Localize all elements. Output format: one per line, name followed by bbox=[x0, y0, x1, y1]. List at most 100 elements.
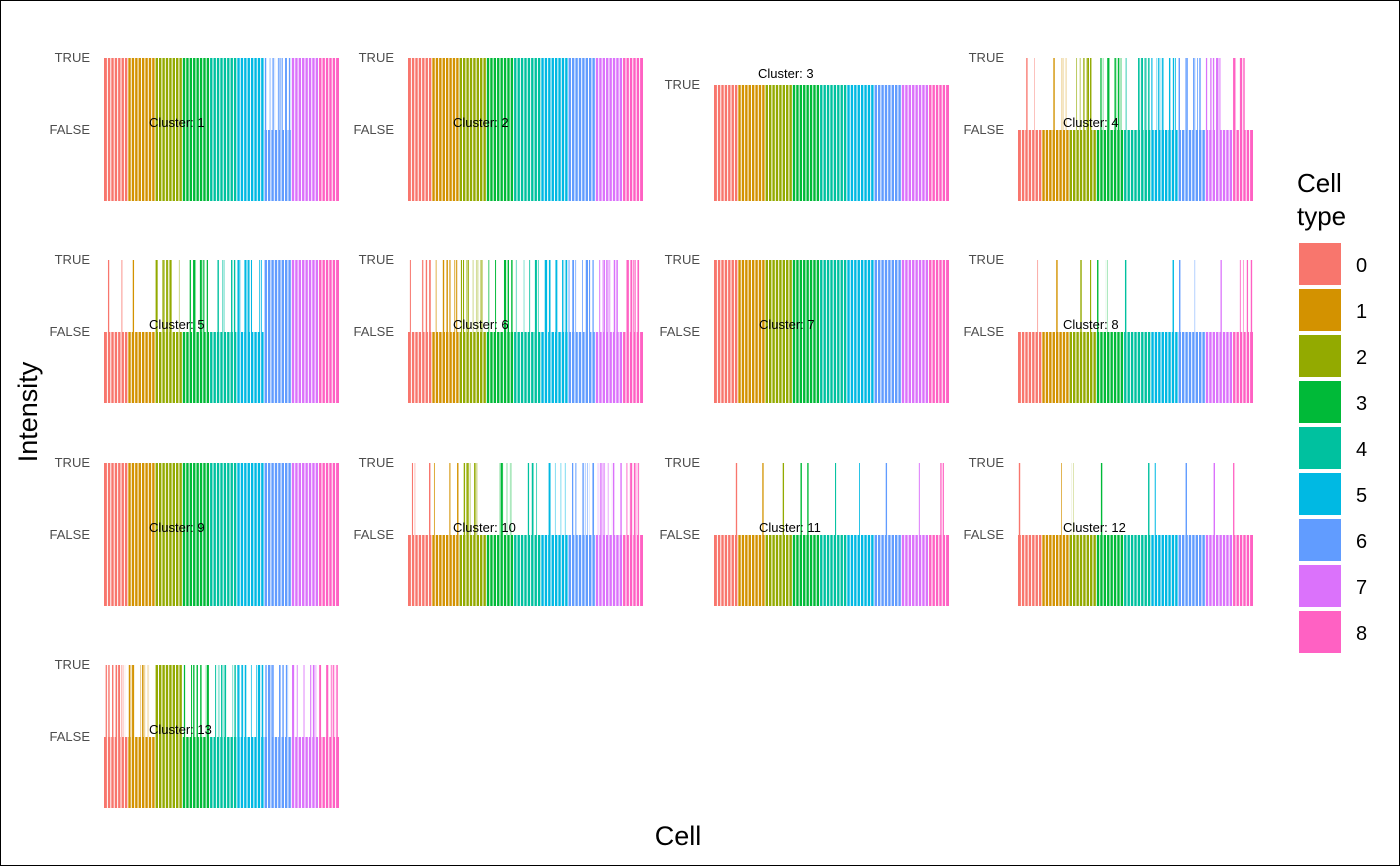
true-stripe bbox=[203, 260, 205, 332]
true-stripe bbox=[128, 665, 131, 737]
true-stripe bbox=[1141, 58, 1144, 130]
true-stripe bbox=[467, 463, 469, 535]
true-stripe bbox=[1107, 58, 1109, 130]
true-stripe bbox=[238, 260, 240, 332]
true-stripe bbox=[1246, 260, 1249, 332]
y-tick-label: TRUE bbox=[665, 252, 701, 267]
true-stripe bbox=[435, 260, 437, 332]
true-stripe-band bbox=[104, 58, 128, 130]
true-stripe bbox=[1220, 260, 1222, 332]
legend-label-3: 3 bbox=[1356, 393, 1367, 415]
true-stripe bbox=[574, 463, 577, 535]
facet-panel-7: TRUE FALSE Cluster: 7 bbox=[660, 252, 949, 403]
true-stripe bbox=[292, 665, 295, 737]
true-stripe bbox=[529, 260, 531, 332]
y-tick-label: TRUE bbox=[359, 455, 395, 470]
true-stripe bbox=[466, 463, 468, 535]
true-stripe bbox=[193, 260, 196, 332]
bar-block-type-0 bbox=[714, 535, 738, 606]
true-stripe bbox=[1117, 58, 1120, 130]
true-stripe bbox=[572, 260, 574, 332]
true-stripe bbox=[192, 260, 195, 332]
true-stripe bbox=[565, 260, 568, 332]
true-stripe bbox=[241, 665, 243, 737]
true-stripe bbox=[918, 463, 920, 535]
bar-block-type-0 bbox=[714, 85, 738, 201]
true-stripe bbox=[425, 260, 428, 332]
true-stripe bbox=[562, 260, 564, 332]
true-stripe bbox=[626, 260, 628, 332]
facet-panel-3: TRUE Cluster: 3 bbox=[665, 58, 949, 201]
true-stripe bbox=[449, 260, 451, 332]
true-stripe bbox=[638, 463, 640, 535]
true-stripe bbox=[1148, 58, 1150, 130]
legend-swatch-8 bbox=[1299, 611, 1341, 653]
true-stripe bbox=[532, 463, 534, 535]
true-stripe bbox=[261, 665, 264, 737]
y-tick-label: TRUE bbox=[969, 455, 1005, 470]
true-stripe bbox=[1144, 58, 1146, 130]
true-stripe bbox=[1232, 58, 1234, 130]
true-stripe bbox=[330, 665, 333, 737]
true-stripe bbox=[1100, 58, 1102, 130]
true-stripe bbox=[248, 260, 250, 332]
true-stripe bbox=[1240, 58, 1243, 130]
facet-panel-6: TRUE FALSE Cluster: 6 bbox=[354, 252, 643, 403]
true-stripe bbox=[462, 260, 465, 332]
true-stripe bbox=[429, 260, 431, 332]
true-stripe bbox=[735, 463, 738, 535]
true-stripe bbox=[1239, 58, 1241, 130]
facet-panel-2: TRUE FALSE Cluster: 2 bbox=[354, 50, 643, 201]
true-stripe bbox=[481, 260, 483, 332]
true-stripe bbox=[313, 665, 315, 737]
true-stripe bbox=[259, 260, 261, 332]
true-stripe bbox=[548, 463, 550, 535]
true-stripe bbox=[236, 665, 239, 737]
true-stripe bbox=[463, 463, 466, 535]
bar-block-type-0 bbox=[714, 332, 738, 403]
facet-panel-1: TRUE FALSE Cluster: 1 bbox=[50, 50, 339, 201]
true-stripe bbox=[170, 260, 172, 332]
true-stripe bbox=[244, 665, 247, 737]
true-stripe bbox=[1125, 58, 1128, 130]
y-axis-title: Intensity bbox=[13, 361, 43, 462]
true-stripe bbox=[592, 260, 594, 332]
cluster-label: Cluster: 10 bbox=[453, 520, 516, 535]
true-stripe bbox=[191, 665, 193, 737]
cluster-label: Cluster: 4 bbox=[1063, 115, 1119, 130]
true-stripe bbox=[199, 260, 201, 332]
true-stripe bbox=[1212, 58, 1215, 130]
true-stripe bbox=[1185, 58, 1187, 130]
true-stripe bbox=[1178, 58, 1180, 130]
true-stripe bbox=[634, 260, 637, 332]
true-stripe bbox=[107, 260, 110, 332]
true-stripe bbox=[1018, 463, 1021, 535]
true-stripe bbox=[606, 260, 608, 332]
true-stripe bbox=[1150, 58, 1153, 130]
true-stripe bbox=[454, 260, 456, 332]
true-stripe bbox=[474, 463, 476, 535]
true-stripe bbox=[200, 665, 202, 737]
true-stripe bbox=[193, 665, 195, 737]
bar-block-type-0 bbox=[408, 332, 432, 403]
bar-block-type-0 bbox=[104, 332, 128, 403]
true-stripe bbox=[250, 260, 252, 332]
cluster-label: Cluster: 1 bbox=[149, 115, 205, 130]
bar-block-type-0 bbox=[408, 130, 432, 201]
cluster-label: Cluster: 7 bbox=[759, 317, 815, 332]
true-stripe bbox=[1205, 58, 1208, 130]
y-tick-label: FALSE bbox=[50, 122, 91, 137]
true-stripe bbox=[782, 463, 785, 535]
true-stripe bbox=[1162, 58, 1164, 130]
y-tick-label: FALSE bbox=[660, 324, 701, 339]
true-stripe bbox=[429, 463, 431, 535]
true-stripe bbox=[326, 665, 328, 737]
true-stripe bbox=[555, 260, 557, 332]
true-stripe bbox=[504, 260, 506, 332]
legend-label-1: 1 bbox=[1356, 301, 1367, 323]
y-tick-label: TRUE bbox=[665, 77, 701, 92]
true-stripe bbox=[614, 260, 616, 332]
legend-swatch-7 bbox=[1299, 565, 1341, 607]
true-stripe bbox=[1173, 58, 1175, 130]
